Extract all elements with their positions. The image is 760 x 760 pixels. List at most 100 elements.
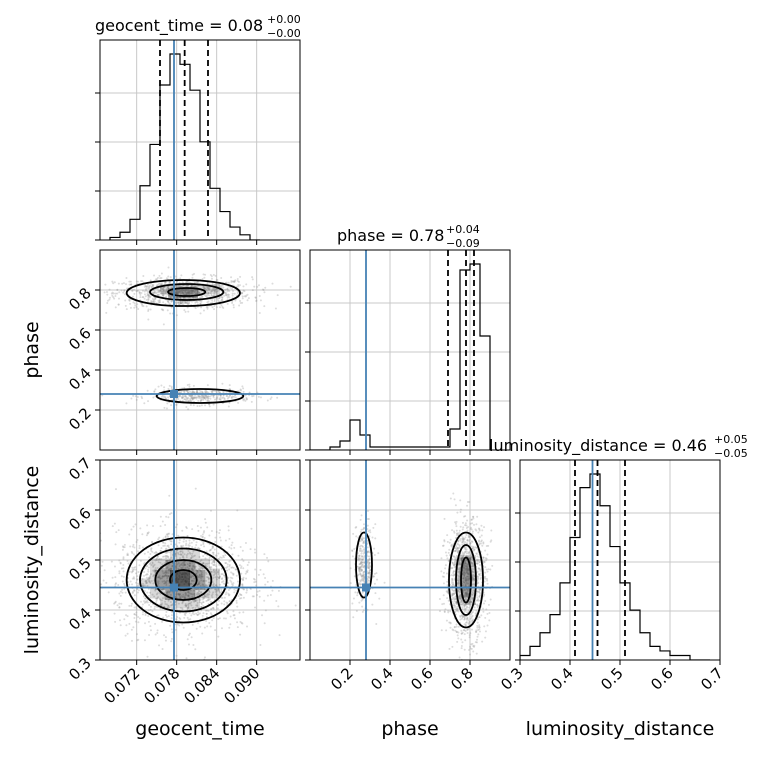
scatter-point [127,562,130,565]
title-geocent-time-minus: −0.00 [267,27,301,40]
scatter-point [451,645,454,648]
scatter-point [234,396,237,399]
scatter-point [472,517,475,520]
scatter-point [215,554,218,557]
scatter-point [212,576,215,579]
scatter-point [447,551,450,554]
scatter-point [147,287,150,290]
scatter-point [440,557,443,560]
scatter-point [176,296,179,299]
scatter-point [156,583,159,586]
scatter-point [227,529,230,532]
scatter-point [453,550,456,553]
scatter-point [153,390,156,393]
scatter-point [117,303,120,306]
scatter-point [146,294,149,297]
scatter-point [165,571,168,574]
scatter-point [164,555,167,558]
scatter-point [209,612,212,615]
scatter-point [177,301,180,304]
scatter-point [368,570,371,573]
scatter-point [231,300,234,303]
scatter-point [187,591,190,594]
scatter-point [207,598,210,601]
scatter-point [359,557,362,560]
scatter-point [242,567,245,570]
scatter-point [212,546,215,549]
scatter-point [445,554,448,557]
scatter-point [240,621,243,624]
scatter-point [269,398,272,401]
scatter-point [224,593,227,596]
scatter-point [196,593,199,596]
scatter-point [188,394,191,397]
scatter-point [445,590,448,593]
scatter-point [470,556,473,559]
scatter-point [476,570,479,573]
scatter-point [136,396,139,399]
scatter-point [486,579,489,582]
scatter-point [477,567,480,570]
scatter-point [187,303,190,306]
scatter-point [475,599,478,602]
scatter-point [200,591,203,594]
scatter-point [362,572,365,575]
density-cell [168,288,178,298]
scatter-point [360,528,363,531]
scatter-point [457,584,460,587]
scatter-point [149,608,152,611]
scatter-point [456,583,459,586]
scatter-point [205,562,208,565]
scatter-point [204,391,207,394]
scatter-point [184,395,187,398]
scatter-point [157,561,160,564]
scatter-point [160,577,163,580]
scatter-point [145,601,148,604]
scatter-point [190,293,193,296]
scatter-point [156,567,159,570]
scatter-point [196,604,199,607]
scatter-point [462,566,465,569]
scatter-point [359,540,362,543]
scatter-point [479,592,482,595]
scatter-point [218,589,221,592]
scatter-point [151,283,154,286]
scatter-point [166,544,169,547]
scatter-point [204,294,207,297]
scatter-point [472,563,475,566]
scatter-point [178,296,181,299]
scatter-point [143,639,146,642]
tick-label-y: 0.4 [65,604,95,634]
scatter-point [179,553,182,556]
scatter-point [146,292,149,295]
scatter-point [476,621,479,624]
scatter-point [453,606,456,609]
scatter-point [189,589,192,592]
scatter-point [363,527,366,530]
scatter-point [466,529,469,532]
scatter-point [156,631,159,634]
scatter-point [480,614,483,617]
scatter-point [190,575,193,578]
scatter-point [188,564,191,567]
scatter-point [362,542,365,545]
scatter-point [468,539,471,542]
scatter-point [358,569,361,572]
scatter-point [230,547,233,550]
scatter-point [187,594,190,597]
scatter-point [168,569,171,572]
scatter-point [191,397,194,400]
density-cell [210,588,220,599]
scatter-point [460,629,463,632]
scatter-point [185,554,188,557]
scatter-point [168,513,171,516]
scatter-point [213,289,216,292]
scatter-point [368,561,371,564]
scatter-point [471,547,474,550]
scatter-point [475,652,478,655]
scatter-point [221,305,224,308]
scatter-point [232,610,235,613]
scatter-point [174,302,177,305]
scatter-point [185,293,188,296]
scatter-point [198,405,201,408]
